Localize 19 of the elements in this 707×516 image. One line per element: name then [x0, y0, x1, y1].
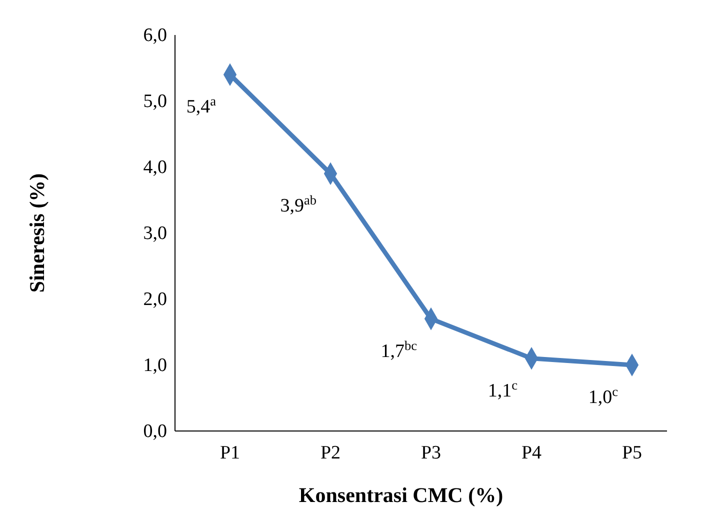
text: 5,4$^{a}$ — [186, 93, 216, 118]
x-tick-label: P2 — [320, 442, 341, 464]
y-tick-label: 6,0 — [143, 25, 167, 46]
y-tick-label: 3,0 — [143, 223, 167, 244]
y-tick-label: 5,0 — [143, 91, 167, 112]
x-tick-label: P4 — [521, 442, 542, 464]
y-tick-label: 1,0 — [143, 355, 167, 376]
text: 1,1$^{c}$ — [488, 376, 518, 402]
text: 1,0$^{c}$ — [588, 384, 618, 408]
y-tick-label: 2,0 — [143, 289, 167, 310]
y-tick-label: 0,0 — [143, 421, 167, 442]
x-tick-label: P3 — [420, 442, 442, 464]
text: 3,9$^{ab}$ — [280, 192, 316, 217]
y-tick-label: 4,0 — [143, 157, 167, 178]
x-tick-label: P5 — [622, 442, 642, 464]
y-axis-title: Sineresis (%) — [25, 173, 49, 293]
text: 1,7$^{bc}$ — [380, 337, 417, 362]
x-axis-title: Konsentrasi CMC (%) — [298, 483, 504, 507]
x-tick-label: P1 — [220, 442, 240, 464]
